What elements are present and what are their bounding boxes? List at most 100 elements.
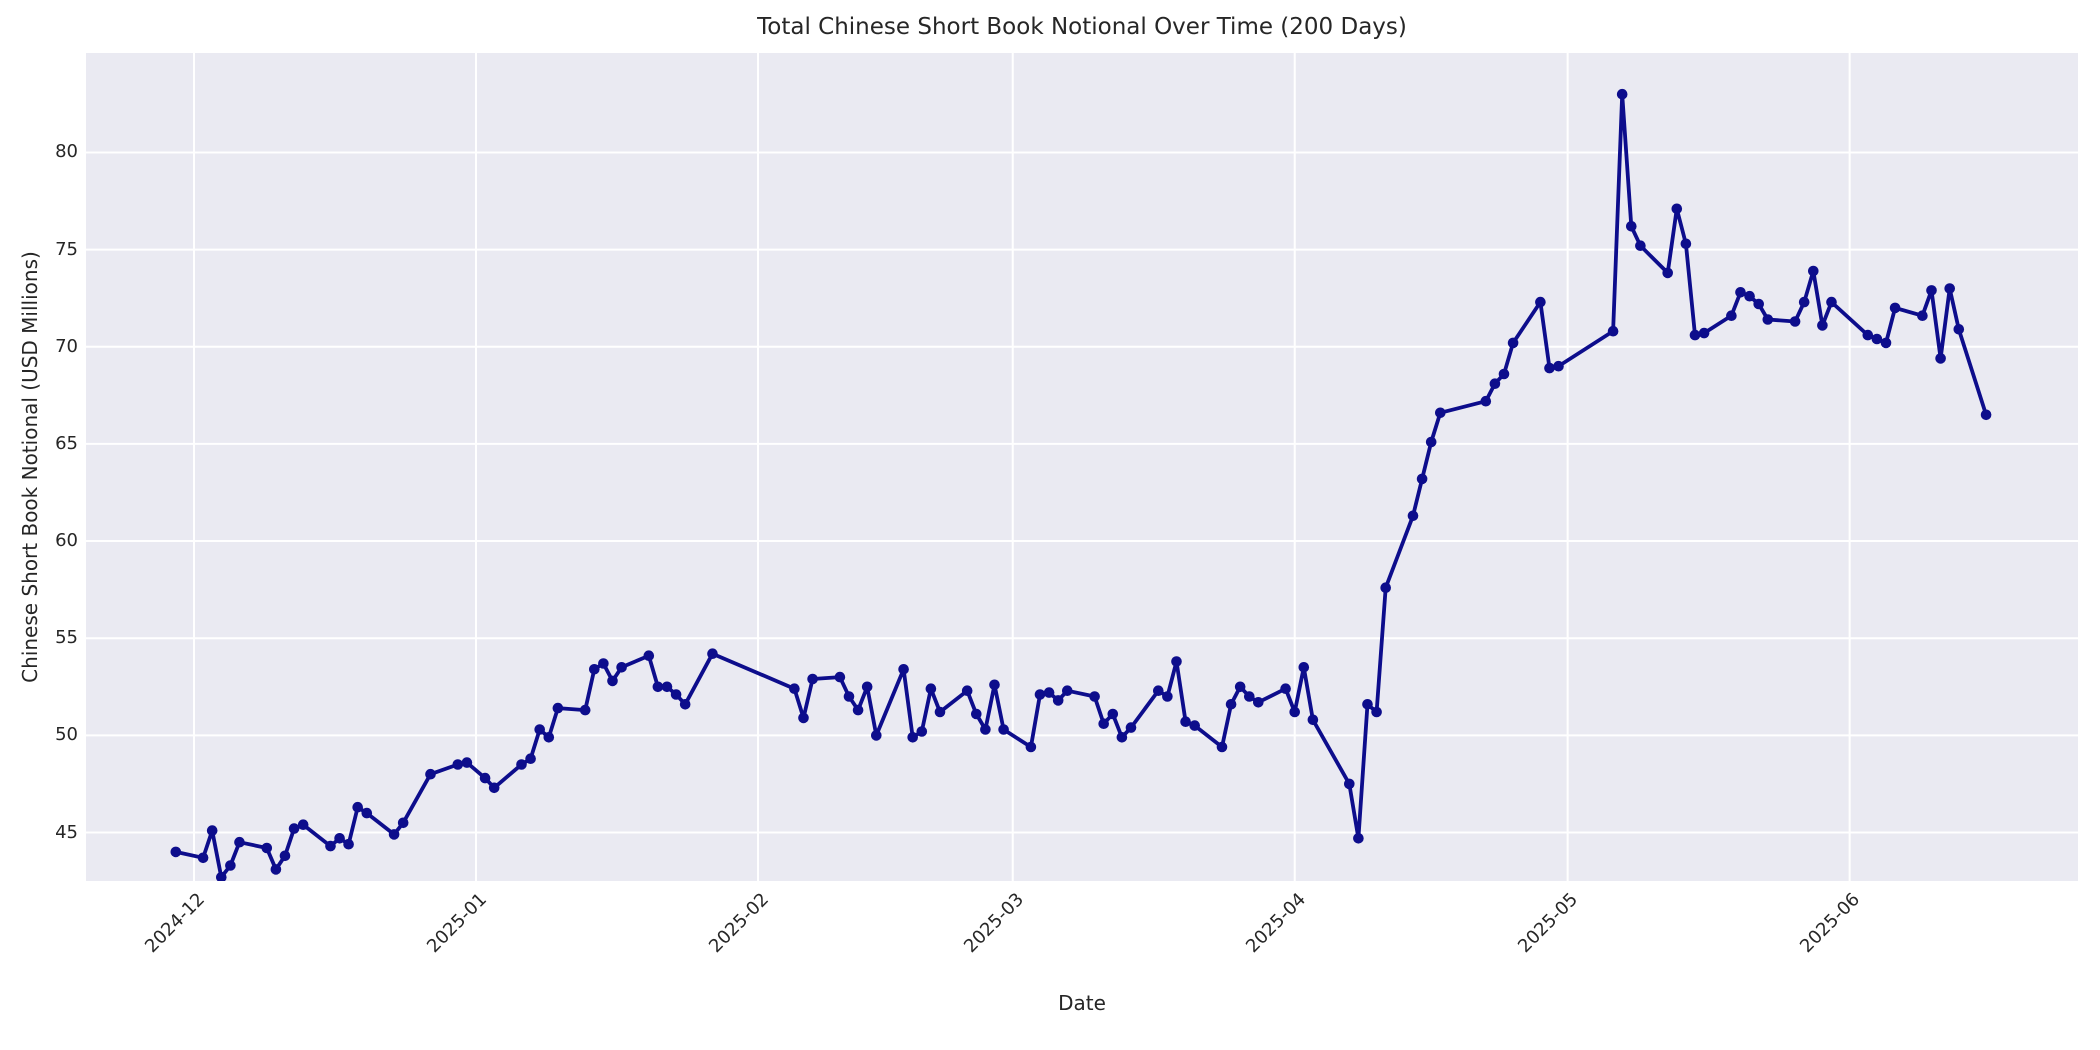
data-point — [1616, 88, 1628, 100]
data-point — [543, 732, 555, 743]
data-point — [1435, 407, 1446, 419]
data-point — [1344, 778, 1355, 790]
data-point — [1162, 691, 1173, 702]
data-point — [297, 819, 309, 830]
data-point — [1953, 324, 1965, 335]
data-point — [1153, 685, 1164, 696]
plot-area — [86, 53, 2078, 881]
data-point — [1798, 296, 1810, 308]
data-point — [516, 759, 527, 770]
data-point — [1089, 691, 1100, 702]
data-point — [1407, 510, 1419, 522]
data-point — [170, 846, 182, 858]
x-axis-label: Date — [1058, 991, 1106, 1015]
data-point — [461, 757, 473, 768]
data-point — [525, 753, 536, 764]
data-point — [1744, 290, 1755, 302]
data-point — [1234, 681, 1246, 693]
series-line — [173, 92, 1988, 880]
data-point — [343, 838, 354, 850]
data-point — [661, 681, 673, 693]
data-point — [1025, 741, 1037, 753]
data-point — [1680, 238, 1692, 250]
data-point — [1244, 691, 1255, 702]
data-point — [1889, 302, 1901, 314]
data-point — [1862, 329, 1874, 341]
data-point — [1735, 287, 1746, 298]
x-tick-label: 2024-12 — [140, 889, 209, 958]
data-point — [1698, 327, 1710, 339]
data-point — [961, 685, 973, 696]
data-point — [352, 801, 364, 813]
data-point — [552, 702, 564, 714]
data-point — [834, 671, 846, 683]
data-point — [1307, 714, 1319, 726]
data-point — [452, 759, 464, 770]
data-point — [1826, 296, 1837, 308]
y-tick-label: 65 — [55, 432, 78, 454]
data-point — [1116, 732, 1128, 743]
data-point — [652, 681, 664, 693]
data-point — [1189, 720, 1200, 731]
data-point — [934, 706, 946, 718]
x-tick-label: 2025-01 — [422, 889, 491, 958]
data-point — [425, 768, 436, 780]
data-point — [1362, 699, 1373, 710]
data-point — [1289, 706, 1300, 718]
data-point — [334, 833, 345, 844]
data-point — [607, 675, 618, 687]
data-point — [1726, 310, 1737, 322]
data-point — [397, 817, 409, 829]
data-point — [234, 836, 245, 848]
y-tick-label: 80 — [55, 141, 78, 163]
data-point — [1043, 687, 1055, 698]
data-point — [1544, 362, 1555, 374]
data-point — [1507, 337, 1519, 349]
y-tick-label: 75 — [55, 238, 78, 260]
y-tick-label: 60 — [55, 530, 78, 552]
data-point — [1944, 283, 1955, 294]
data-point — [579, 704, 591, 716]
data-point — [1225, 699, 1237, 710]
data-point — [707, 648, 718, 659]
data-point — [1926, 285, 1937, 296]
data-point — [1635, 240, 1646, 251]
data-point — [1098, 718, 1109, 729]
data-point — [916, 726, 928, 737]
data-point — [1180, 716, 1191, 727]
data-point — [261, 842, 273, 854]
data-point — [1535, 296, 1546, 308]
data-point — [479, 772, 491, 784]
y-tick-label: 70 — [55, 335, 78, 357]
data-point — [670, 689, 682, 700]
data-point — [388, 829, 400, 840]
data-point — [998, 724, 1009, 735]
data-point — [1425, 436, 1437, 448]
data-point — [1062, 685, 1073, 696]
data-point — [1052, 695, 1064, 706]
data-point — [197, 852, 209, 864]
data-point — [1216, 741, 1228, 753]
y-tick-label: 50 — [55, 724, 78, 746]
data-point — [925, 683, 937, 694]
data-point — [1353, 833, 1364, 844]
data-point — [534, 724, 545, 735]
data-point — [1689, 329, 1701, 341]
line-chart-canvas — [86, 53, 2078, 881]
chart-title: Total Chinese Short Book Notional Over T… — [757, 14, 1407, 40]
data-point — [679, 699, 691, 710]
data-point — [279, 850, 291, 862]
data-point — [598, 658, 609, 669]
data-point — [971, 708, 982, 720]
x-tick-label: 2025-04 — [1241, 889, 1310, 958]
data-point — [907, 732, 918, 743]
x-tick-label: 2025-05 — [1514, 889, 1583, 958]
data-point — [361, 807, 373, 819]
data-point — [1107, 708, 1119, 720]
data-point — [807, 673, 818, 685]
data-point — [270, 864, 282, 875]
data-point — [861, 681, 873, 693]
data-point — [1125, 722, 1137, 733]
data-point — [1880, 337, 1892, 349]
